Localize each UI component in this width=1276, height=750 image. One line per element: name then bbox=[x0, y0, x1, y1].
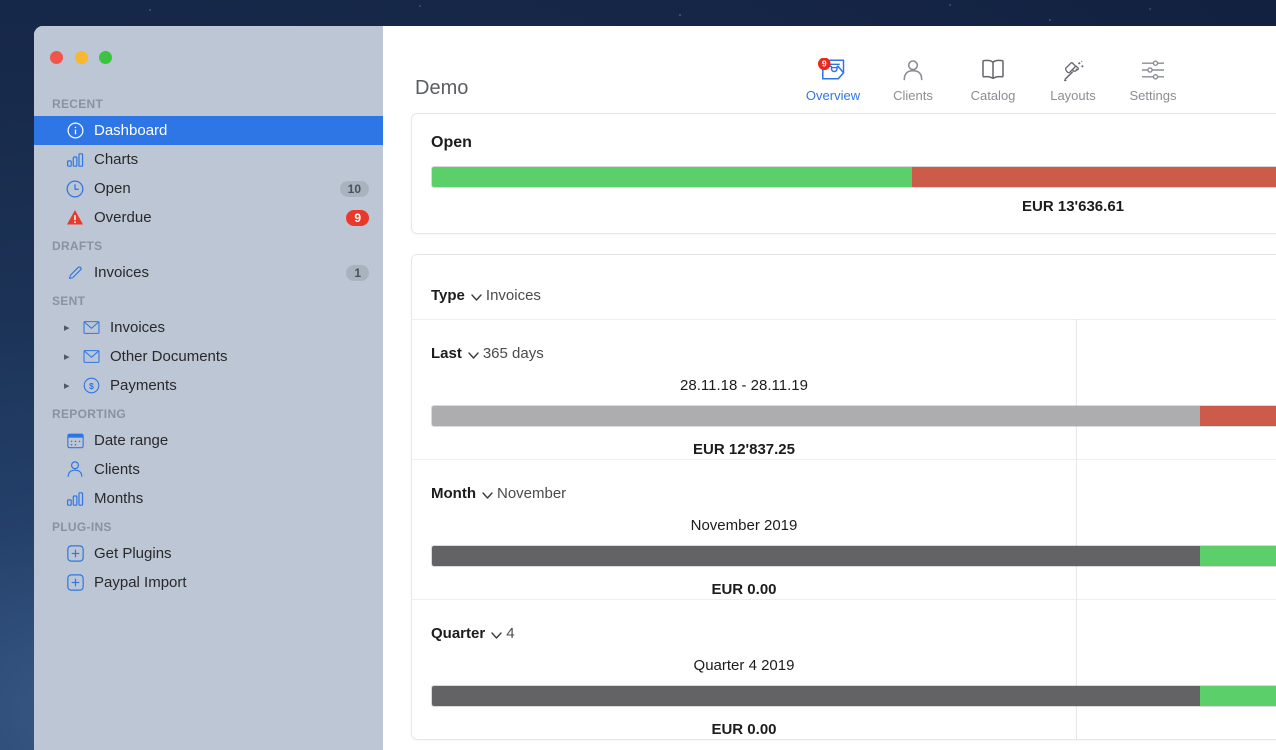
svg-text:9: 9 bbox=[822, 59, 827, 69]
svg-text:$: $ bbox=[89, 381, 94, 391]
